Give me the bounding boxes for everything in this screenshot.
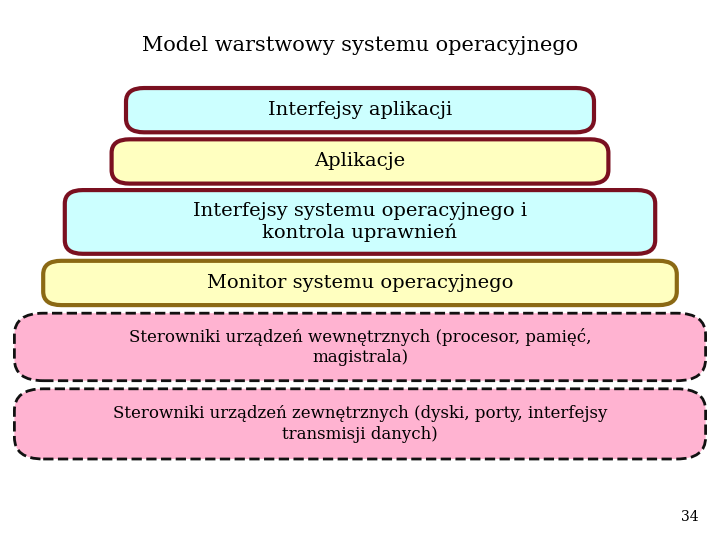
Text: Interfejsy systemu operacyjnego i
kontrola uprawnień: Interfejsy systemu operacyjnego i kontro… xyxy=(193,201,527,242)
FancyBboxPatch shape xyxy=(112,139,608,184)
Text: Aplikacje: Aplikacje xyxy=(315,152,405,171)
Text: Interfejsy aplikacji: Interfejsy aplikacji xyxy=(268,101,452,119)
Text: Model warstwowy systemu operacyjnego: Model warstwowy systemu operacyjnego xyxy=(142,36,578,56)
FancyBboxPatch shape xyxy=(126,88,594,132)
FancyBboxPatch shape xyxy=(65,190,655,254)
FancyBboxPatch shape xyxy=(43,261,677,305)
Text: Sterowniki urządzeń zewnętrznych (dyski, porty, interfejsy
transmisji danych): Sterowniki urządzeń zewnętrznych (dyski,… xyxy=(113,405,607,443)
Text: Sterowniki urządzeń wewnętrznych (procesor, pamięć,
magistrala): Sterowniki urządzeń wewnętrznych (proces… xyxy=(129,327,591,367)
FancyBboxPatch shape xyxy=(14,313,706,381)
Text: Monitor systemu operacyjnego: Monitor systemu operacyjnego xyxy=(207,274,513,292)
FancyBboxPatch shape xyxy=(14,389,706,459)
Text: 34: 34 xyxy=(681,510,698,524)
